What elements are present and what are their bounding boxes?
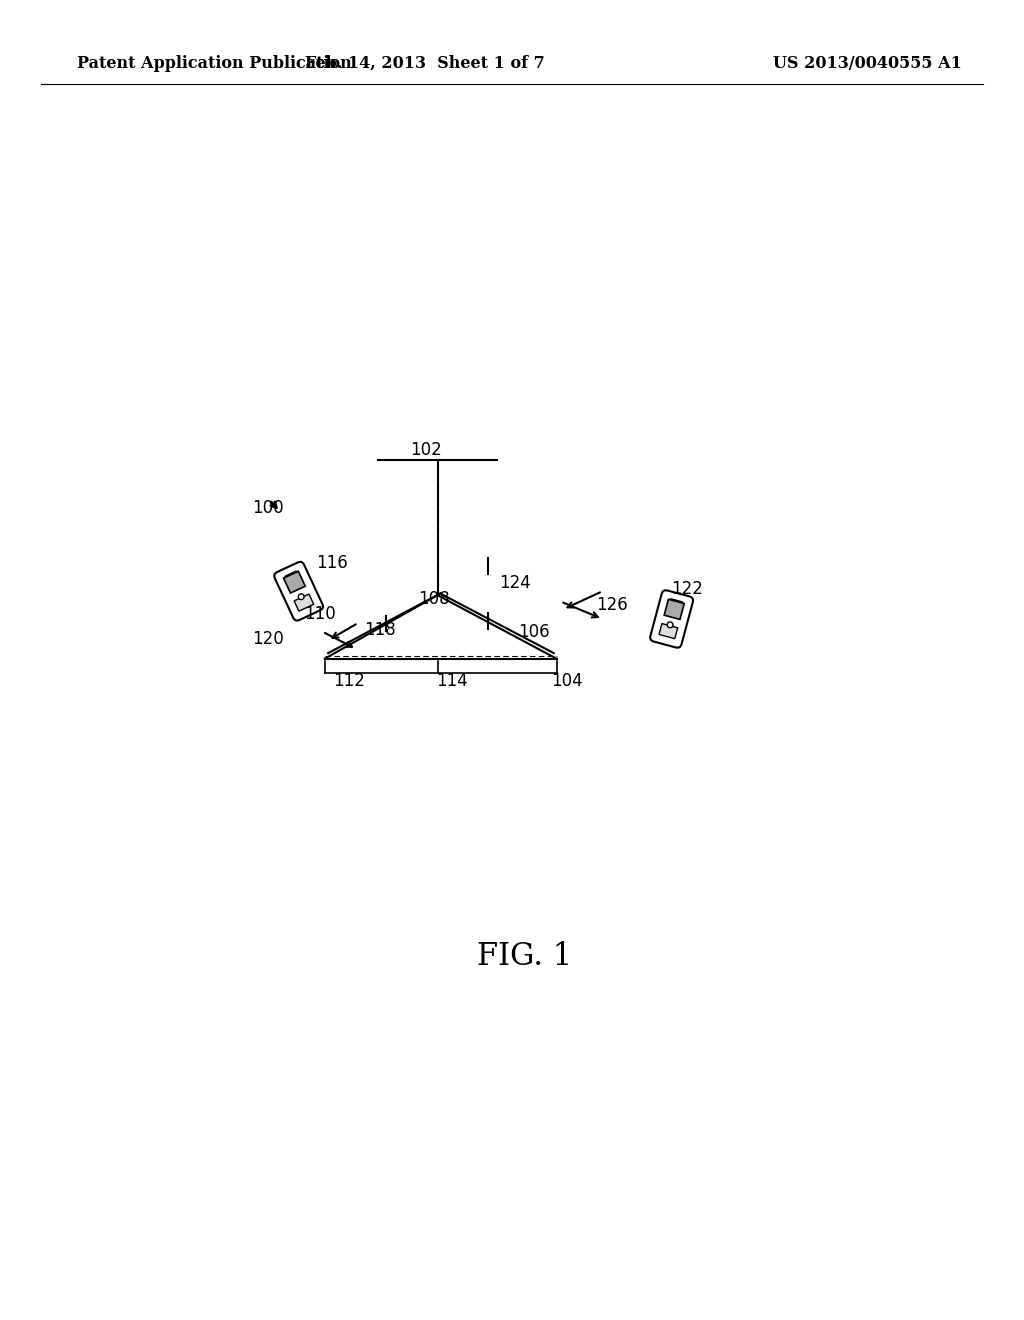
Circle shape	[668, 622, 673, 628]
Text: 108: 108	[418, 590, 450, 609]
FancyBboxPatch shape	[285, 572, 298, 581]
Text: 112: 112	[333, 672, 365, 690]
Text: 102: 102	[410, 441, 441, 459]
Bar	[284, 572, 305, 593]
Circle shape	[298, 594, 304, 599]
Bar	[659, 623, 678, 639]
Text: FIG. 1: FIG. 1	[477, 941, 572, 972]
Text: 116: 116	[316, 554, 348, 573]
Text: 106: 106	[518, 623, 550, 642]
Text: 120: 120	[253, 630, 285, 648]
Text: 114: 114	[436, 672, 468, 690]
FancyBboxPatch shape	[670, 599, 683, 607]
Text: 124: 124	[500, 574, 531, 593]
Text: Feb. 14, 2013  Sheet 1 of 7: Feb. 14, 2013 Sheet 1 of 7	[305, 55, 545, 71]
Text: 110: 110	[304, 606, 336, 623]
Text: 126: 126	[596, 595, 628, 614]
Bar	[294, 594, 313, 611]
Text: 122: 122	[672, 579, 703, 598]
FancyBboxPatch shape	[274, 562, 323, 620]
Text: 104: 104	[551, 672, 583, 690]
Text: 100: 100	[253, 499, 285, 517]
Bar	[665, 599, 684, 619]
Text: Patent Application Publication: Patent Application Publication	[77, 55, 351, 71]
Text: 118: 118	[365, 622, 396, 639]
FancyBboxPatch shape	[650, 590, 693, 648]
Text: US 2013/0040555 A1: US 2013/0040555 A1	[773, 55, 962, 71]
